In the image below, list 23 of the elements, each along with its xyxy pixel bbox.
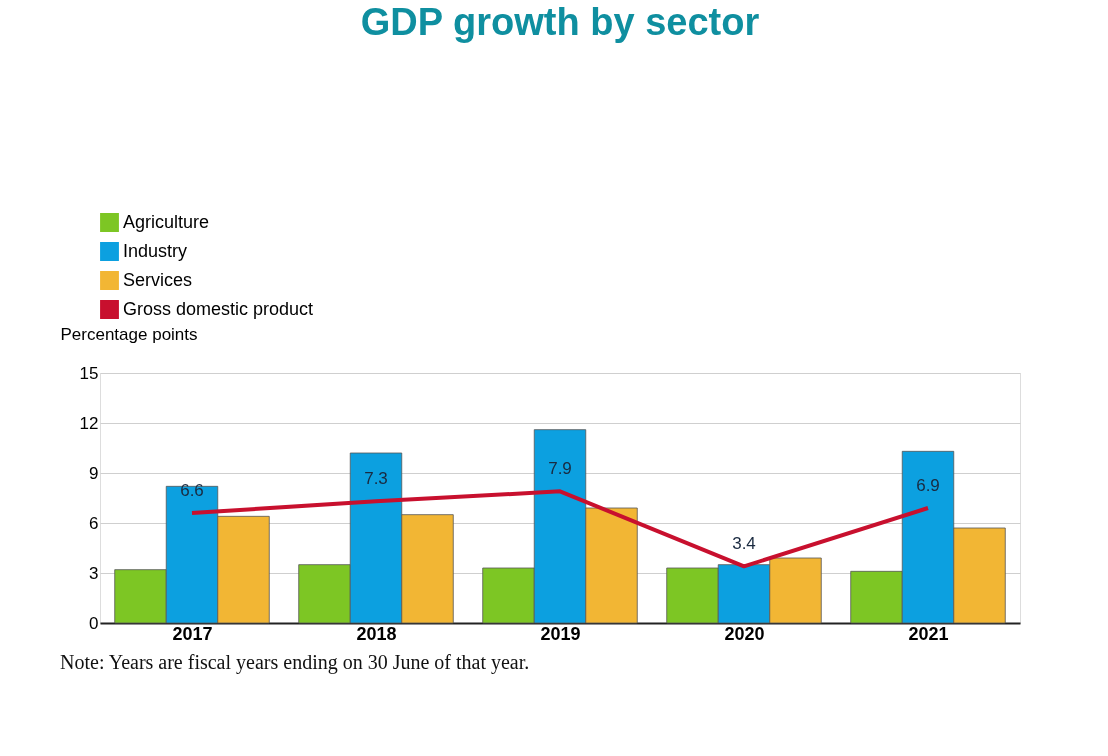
y-tick-label: 3 [89, 563, 99, 583]
data-label: 3.4 [732, 534, 756, 554]
y-tick-label: 0 [89, 613, 99, 633]
y-tick-label: 6 [89, 513, 99, 533]
x-tick-label: 2018 [356, 623, 397, 644]
y-tick-label: 12 [79, 413, 99, 433]
data-label: 7.9 [548, 459, 572, 479]
legend-label: Services [123, 269, 193, 290]
x-tick-label: 2020 [724, 623, 765, 644]
y-axis-title: Percentage points [60, 324, 198, 344]
legend-label: Agriculture [123, 211, 210, 232]
legend-label: Industry [123, 240, 188, 261]
data-label: 6.9 [916, 476, 940, 495]
data-label: 7.3 [364, 469, 388, 489]
data-label: 6.6 [180, 481, 204, 500]
legend-label: Gross domestic product [123, 298, 314, 319]
text: Note: Years are fiscal years ending on 30 June of that year. [60, 651, 530, 674]
x-tick-label: 2021 [908, 623, 949, 644]
chart-title: GDP growth by sector [360, 1, 760, 43]
y-tick-label: 9 [89, 463, 99, 483]
y-tick-label: 15 [79, 363, 99, 383]
x-tick-label: 2019 [540, 623, 581, 644]
x-tick-label: 2017 [172, 623, 213, 644]
